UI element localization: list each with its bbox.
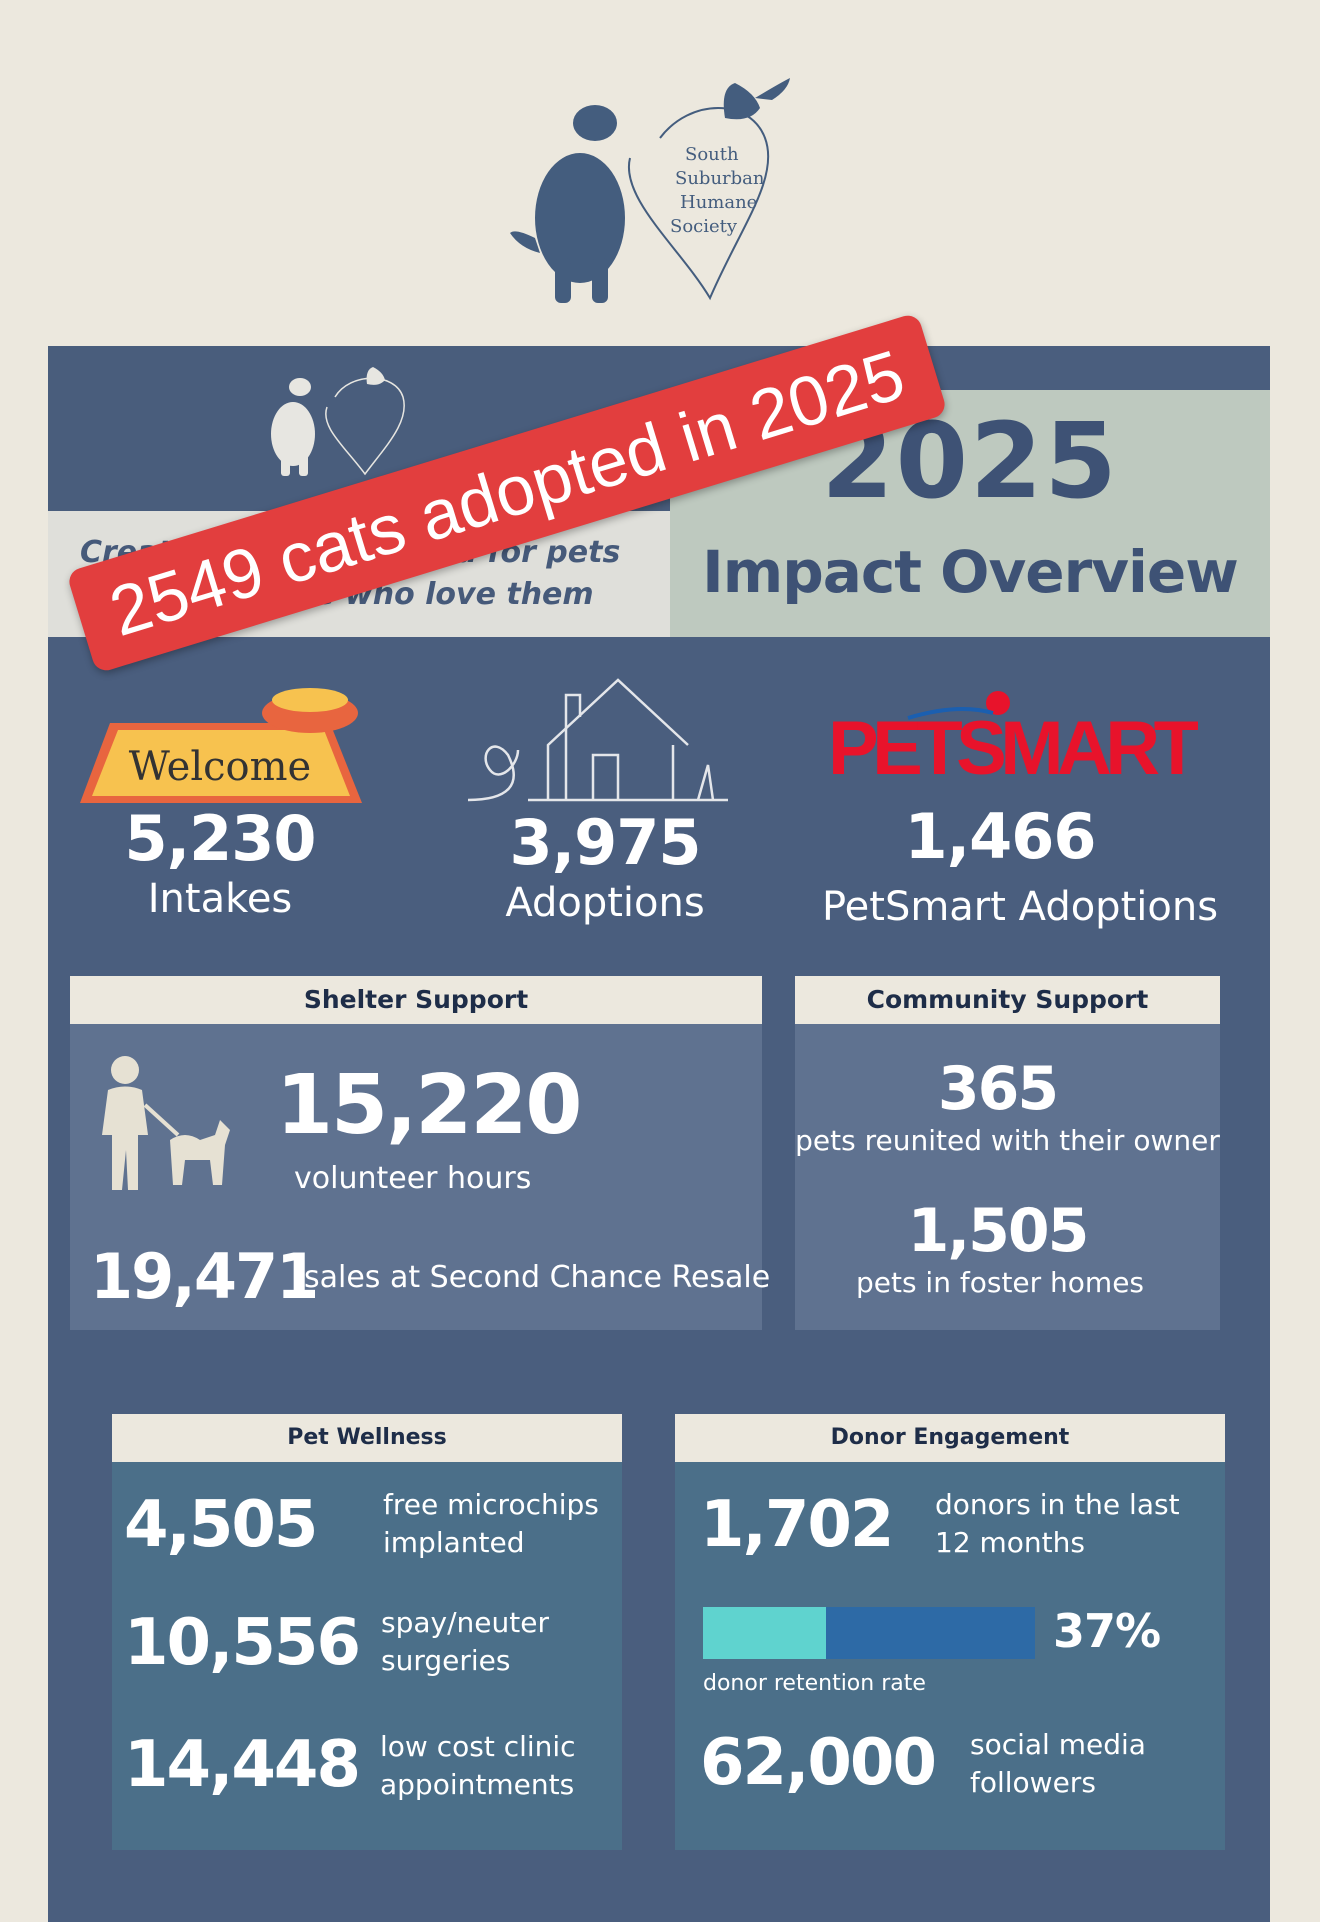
- microchips-value: 4,505: [124, 1488, 318, 1562]
- small-society-logo: [271, 367, 405, 476]
- petsmart-adoptions-value: 1,466: [904, 800, 1096, 873]
- resale-sales-label: sales at Second Chance Resale: [304, 1260, 771, 1295]
- house-heart-icon: [468, 678, 728, 802]
- microchips-label: free microchips implanted: [383, 1488, 599, 1559]
- logo-line-4: Society: [670, 216, 738, 237]
- intakes-label: Intakes: [147, 876, 293, 922]
- resale-sales-value: 19,471: [90, 1240, 319, 1313]
- community-support-panel: [795, 1024, 1220, 1330]
- adoptions-value: 3,975: [509, 806, 701, 879]
- donors-label: donors in the last 12 months: [935, 1488, 1180, 1559]
- petsmart-logo: PETSMART: [828, 691, 1198, 783]
- clinic-appointments-label: low cost clinic appointments: [380, 1730, 576, 1801]
- pet-wellness-title: Pet Wellness: [112, 1414, 622, 1462]
- spay-neuter-value: 10,556: [124, 1606, 361, 1680]
- pet-wellness-panel: [112, 1462, 622, 1850]
- petsmart-adoptions-label: PetSmart Adoptions: [821, 884, 1219, 930]
- intakes-value: 5,230: [124, 802, 316, 875]
- shelter-support-panel: [70, 1024, 762, 1330]
- foster-value: 1,505: [907, 1196, 1090, 1266]
- logo-line-1: South: [685, 144, 739, 165]
- retention-progress-fill: [703, 1607, 826, 1659]
- donor-engagement-title: Donor Engagement: [675, 1414, 1225, 1462]
- petsmart-logo-text: PETSMART: [828, 706, 1198, 783]
- impact-title: Impact Overview: [702, 538, 1239, 606]
- social-followers-label: social media followers: [970, 1728, 1146, 1799]
- reunited-value: 365: [937, 1054, 1059, 1124]
- adoptions-label: Adoptions: [505, 880, 705, 926]
- clinic-appointments-value: 14,448: [124, 1728, 361, 1802]
- retention-progress-bar: [703, 1607, 1035, 1659]
- society-logo: South Suburban Humane Society: [510, 78, 790, 303]
- welcome-mat-text: Welcome: [129, 744, 311, 790]
- shelter-support-title: Shelter Support: [70, 976, 762, 1024]
- community-support-title: Community Support: [795, 976, 1220, 1024]
- social-followers-value: 62,000: [700, 1726, 937, 1800]
- donors-value: 1,702: [700, 1488, 894, 1562]
- spay-neuter-label: spay/neuter surgeries: [381, 1606, 549, 1677]
- volunteer-dog-walk-icon: [102, 1056, 230, 1190]
- volunteer-hours-value: 15,220: [276, 1058, 582, 1153]
- logo-line-3: Humane: [680, 192, 757, 213]
- welcome-mat-icon: Welcome: [80, 688, 362, 803]
- reunited-label: pets reunited with their owner: [795, 1124, 1220, 1157]
- volunteer-hours-label: volunteer hours: [294, 1161, 532, 1196]
- retention-percent: 37%: [1053, 1604, 1161, 1658]
- retention-label: donor retention rate: [703, 1671, 926, 1696]
- foster-label: pets in foster homes: [855, 1266, 1145, 1299]
- logo-line-2: Suburban: [675, 168, 765, 189]
